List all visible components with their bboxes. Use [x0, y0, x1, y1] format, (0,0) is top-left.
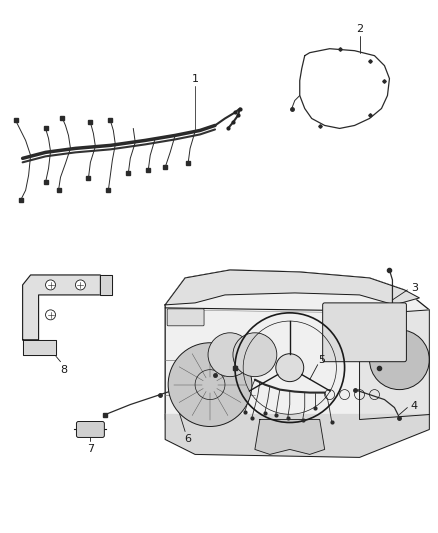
Text: 3: 3: [411, 283, 418, 293]
Circle shape: [208, 333, 252, 377]
Circle shape: [46, 310, 56, 320]
FancyBboxPatch shape: [77, 422, 104, 438]
Polygon shape: [23, 275, 100, 340]
Polygon shape: [360, 310, 429, 419]
Text: 4: 4: [411, 401, 418, 410]
Polygon shape: [100, 275, 112, 295]
Circle shape: [370, 330, 429, 390]
Text: 2: 2: [356, 24, 363, 34]
Circle shape: [75, 280, 85, 290]
Text: 8: 8: [60, 365, 67, 375]
Polygon shape: [23, 340, 56, 355]
Polygon shape: [255, 419, 325, 455]
Polygon shape: [165, 270, 419, 305]
Circle shape: [233, 333, 277, 377]
Text: 7: 7: [87, 445, 94, 455]
Text: 5: 5: [318, 354, 325, 365]
FancyBboxPatch shape: [323, 303, 406, 362]
Text: 6: 6: [184, 434, 191, 445]
FancyBboxPatch shape: [167, 309, 204, 326]
Text: 1: 1: [191, 74, 198, 84]
Circle shape: [46, 280, 56, 290]
Polygon shape: [165, 415, 429, 457]
Polygon shape: [165, 270, 429, 445]
Circle shape: [168, 343, 252, 426]
Circle shape: [276, 354, 304, 382]
